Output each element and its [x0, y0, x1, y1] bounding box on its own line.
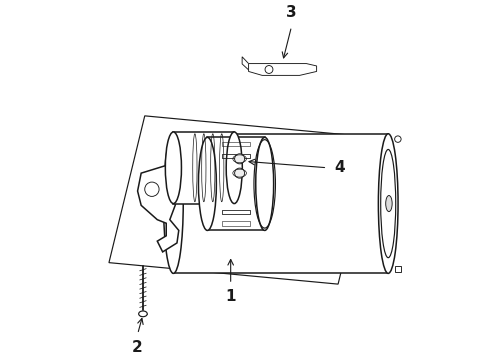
Text: 4: 4 — [335, 160, 345, 175]
Ellipse shape — [235, 168, 245, 178]
Ellipse shape — [394, 136, 401, 142]
Polygon shape — [173, 132, 234, 203]
Text: 2: 2 — [132, 339, 143, 355]
Polygon shape — [394, 266, 401, 271]
Ellipse shape — [386, 195, 392, 212]
Ellipse shape — [145, 182, 159, 197]
Polygon shape — [207, 137, 265, 230]
Ellipse shape — [226, 132, 243, 203]
Ellipse shape — [256, 137, 273, 230]
Ellipse shape — [165, 132, 181, 203]
Ellipse shape — [164, 134, 183, 273]
Ellipse shape — [378, 134, 398, 273]
Ellipse shape — [139, 311, 147, 317]
Ellipse shape — [198, 137, 217, 230]
Polygon shape — [248, 64, 317, 75]
Text: 1: 1 — [225, 289, 236, 305]
Polygon shape — [138, 166, 179, 252]
Ellipse shape — [235, 154, 245, 164]
Polygon shape — [173, 134, 388, 273]
Text: 3: 3 — [286, 5, 297, 20]
